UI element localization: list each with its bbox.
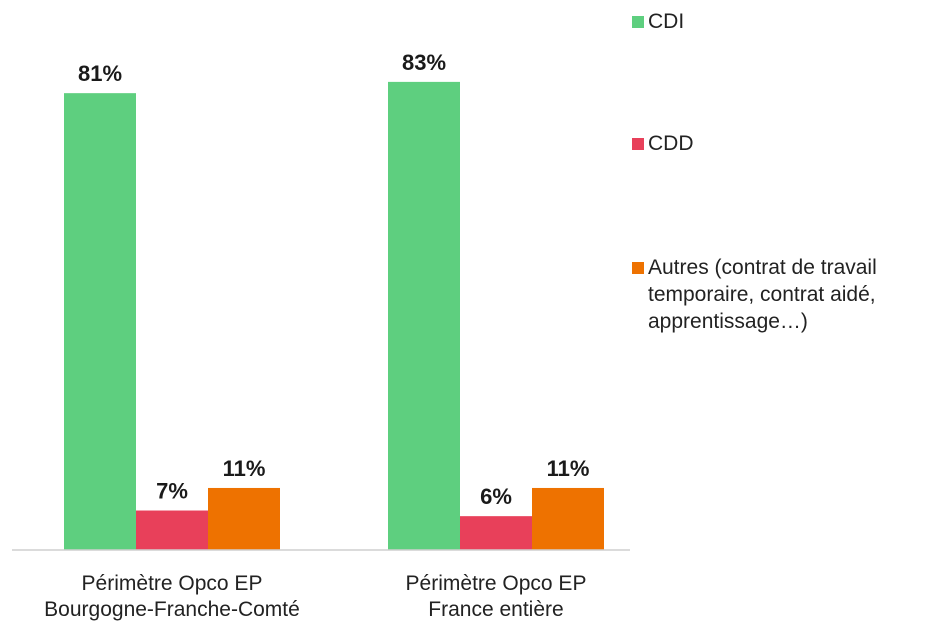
bar-cdi-1 — [64, 93, 136, 550]
legend-label: Autres (contrat de travail temporaire, c… — [648, 254, 930, 335]
legend-swatch — [632, 138, 644, 150]
bar-autres-2 — [532, 488, 604, 550]
category-label: Périmètre Opco EP Bourgogne-Franche-Comté — [44, 572, 300, 621]
bar-autres-1 — [208, 488, 280, 550]
legend-label: CDI — [648, 8, 930, 35]
data-label: 6% — [480, 484, 512, 509]
x-axis-labels: Périmètre Opco EP Bourgogne-Franche-Comté… — [44, 572, 586, 621]
data-label: 11% — [547, 456, 590, 481]
bar-cdd-2 — [460, 516, 532, 550]
data-label: 11% — [223, 456, 266, 481]
bar-cdi-2 — [388, 82, 460, 550]
category-label: Périmètre Opco EP France entière — [406, 572, 587, 621]
legend-swatch — [632, 16, 644, 28]
data-label: 81% — [78, 61, 122, 86]
bar-chart: 81% 7% 11% 83% 6% 11% Périmètre Opco EP Bourgo… — [0, 0, 640, 626]
legend-swatch — [632, 262, 644, 274]
data-label: 83% — [402, 50, 446, 75]
bar-cdd-1 — [136, 511, 208, 550]
legend-label: CDD — [648, 130, 930, 157]
bars-group: 81% 7% 11% 83% 6% 11% — [64, 50, 604, 550]
data-label: 7% — [156, 479, 188, 504]
